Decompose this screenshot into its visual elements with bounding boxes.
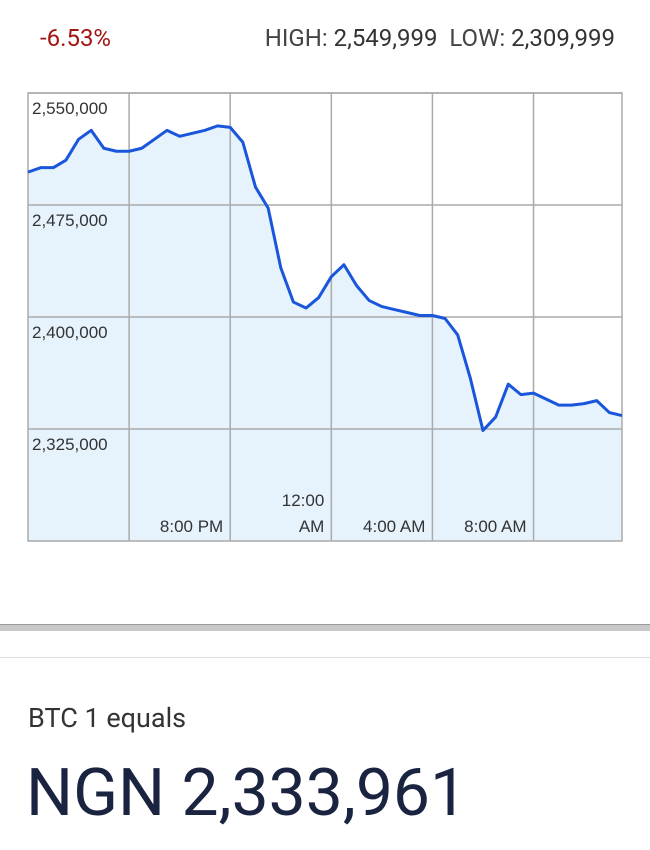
y-tick-label: 2,400,000 (32, 323, 108, 342)
x-tick-label: 8:00 PM (160, 517, 223, 536)
x-tick-label: 4:00 AM (363, 517, 425, 536)
y-tick-label: 2,475,000 (32, 211, 108, 230)
plot-border (27, 92, 623, 542)
low-value: 2,309,999 (511, 24, 615, 52)
x-tick-label: 8:00 AM (464, 517, 526, 536)
caption: BTC 1 equals (28, 702, 187, 734)
change: -6.53% (40, 24, 112, 52)
area (28, 125, 622, 541)
high-low: HIGH: 2,549,999 LOW: 2,309,999 (265, 24, 615, 52)
high-label: HIGH: (264, 24, 328, 52)
line (27, 124, 623, 432)
high-value: 2,549,999 (333, 24, 438, 52)
separator (0, 624, 650, 631)
y-tick-label: 2,550,000 (32, 99, 108, 118)
chart: 2,550,000 2,475,000 2,400,000 2,325,000 8:00… (27, 92, 623, 542)
low-label: LOW: (449, 24, 506, 52)
separator (0, 657, 650, 658)
x-tick-label: 12:00 AM (282, 491, 325, 536)
amount: NGN 2,333,961 (26, 755, 468, 832)
y-tick-label: 2,325,000 (32, 435, 108, 454)
